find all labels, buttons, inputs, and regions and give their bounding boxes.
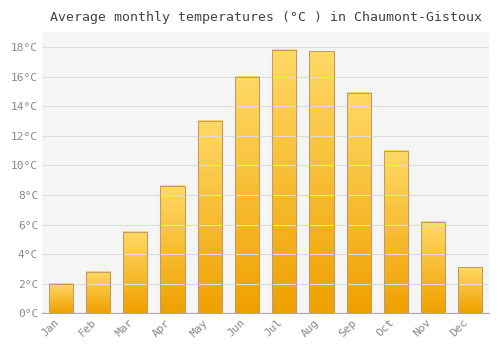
Bar	[310, 51, 334, 313]
Bar	[346, 93, 370, 313]
Bar	[198, 121, 222, 313]
Bar	[384, 150, 408, 313]
Bar	[421, 222, 445, 313]
Bar	[458, 267, 482, 313]
Bar	[49, 284, 73, 313]
Bar	[86, 272, 110, 313]
Bar	[272, 50, 296, 313]
Bar	[160, 186, 184, 313]
Bar	[123, 232, 148, 313]
Title: Average monthly temperatures (°C ) in Chaumont-Gistoux: Average monthly temperatures (°C ) in Ch…	[50, 11, 482, 24]
Bar	[235, 77, 259, 313]
